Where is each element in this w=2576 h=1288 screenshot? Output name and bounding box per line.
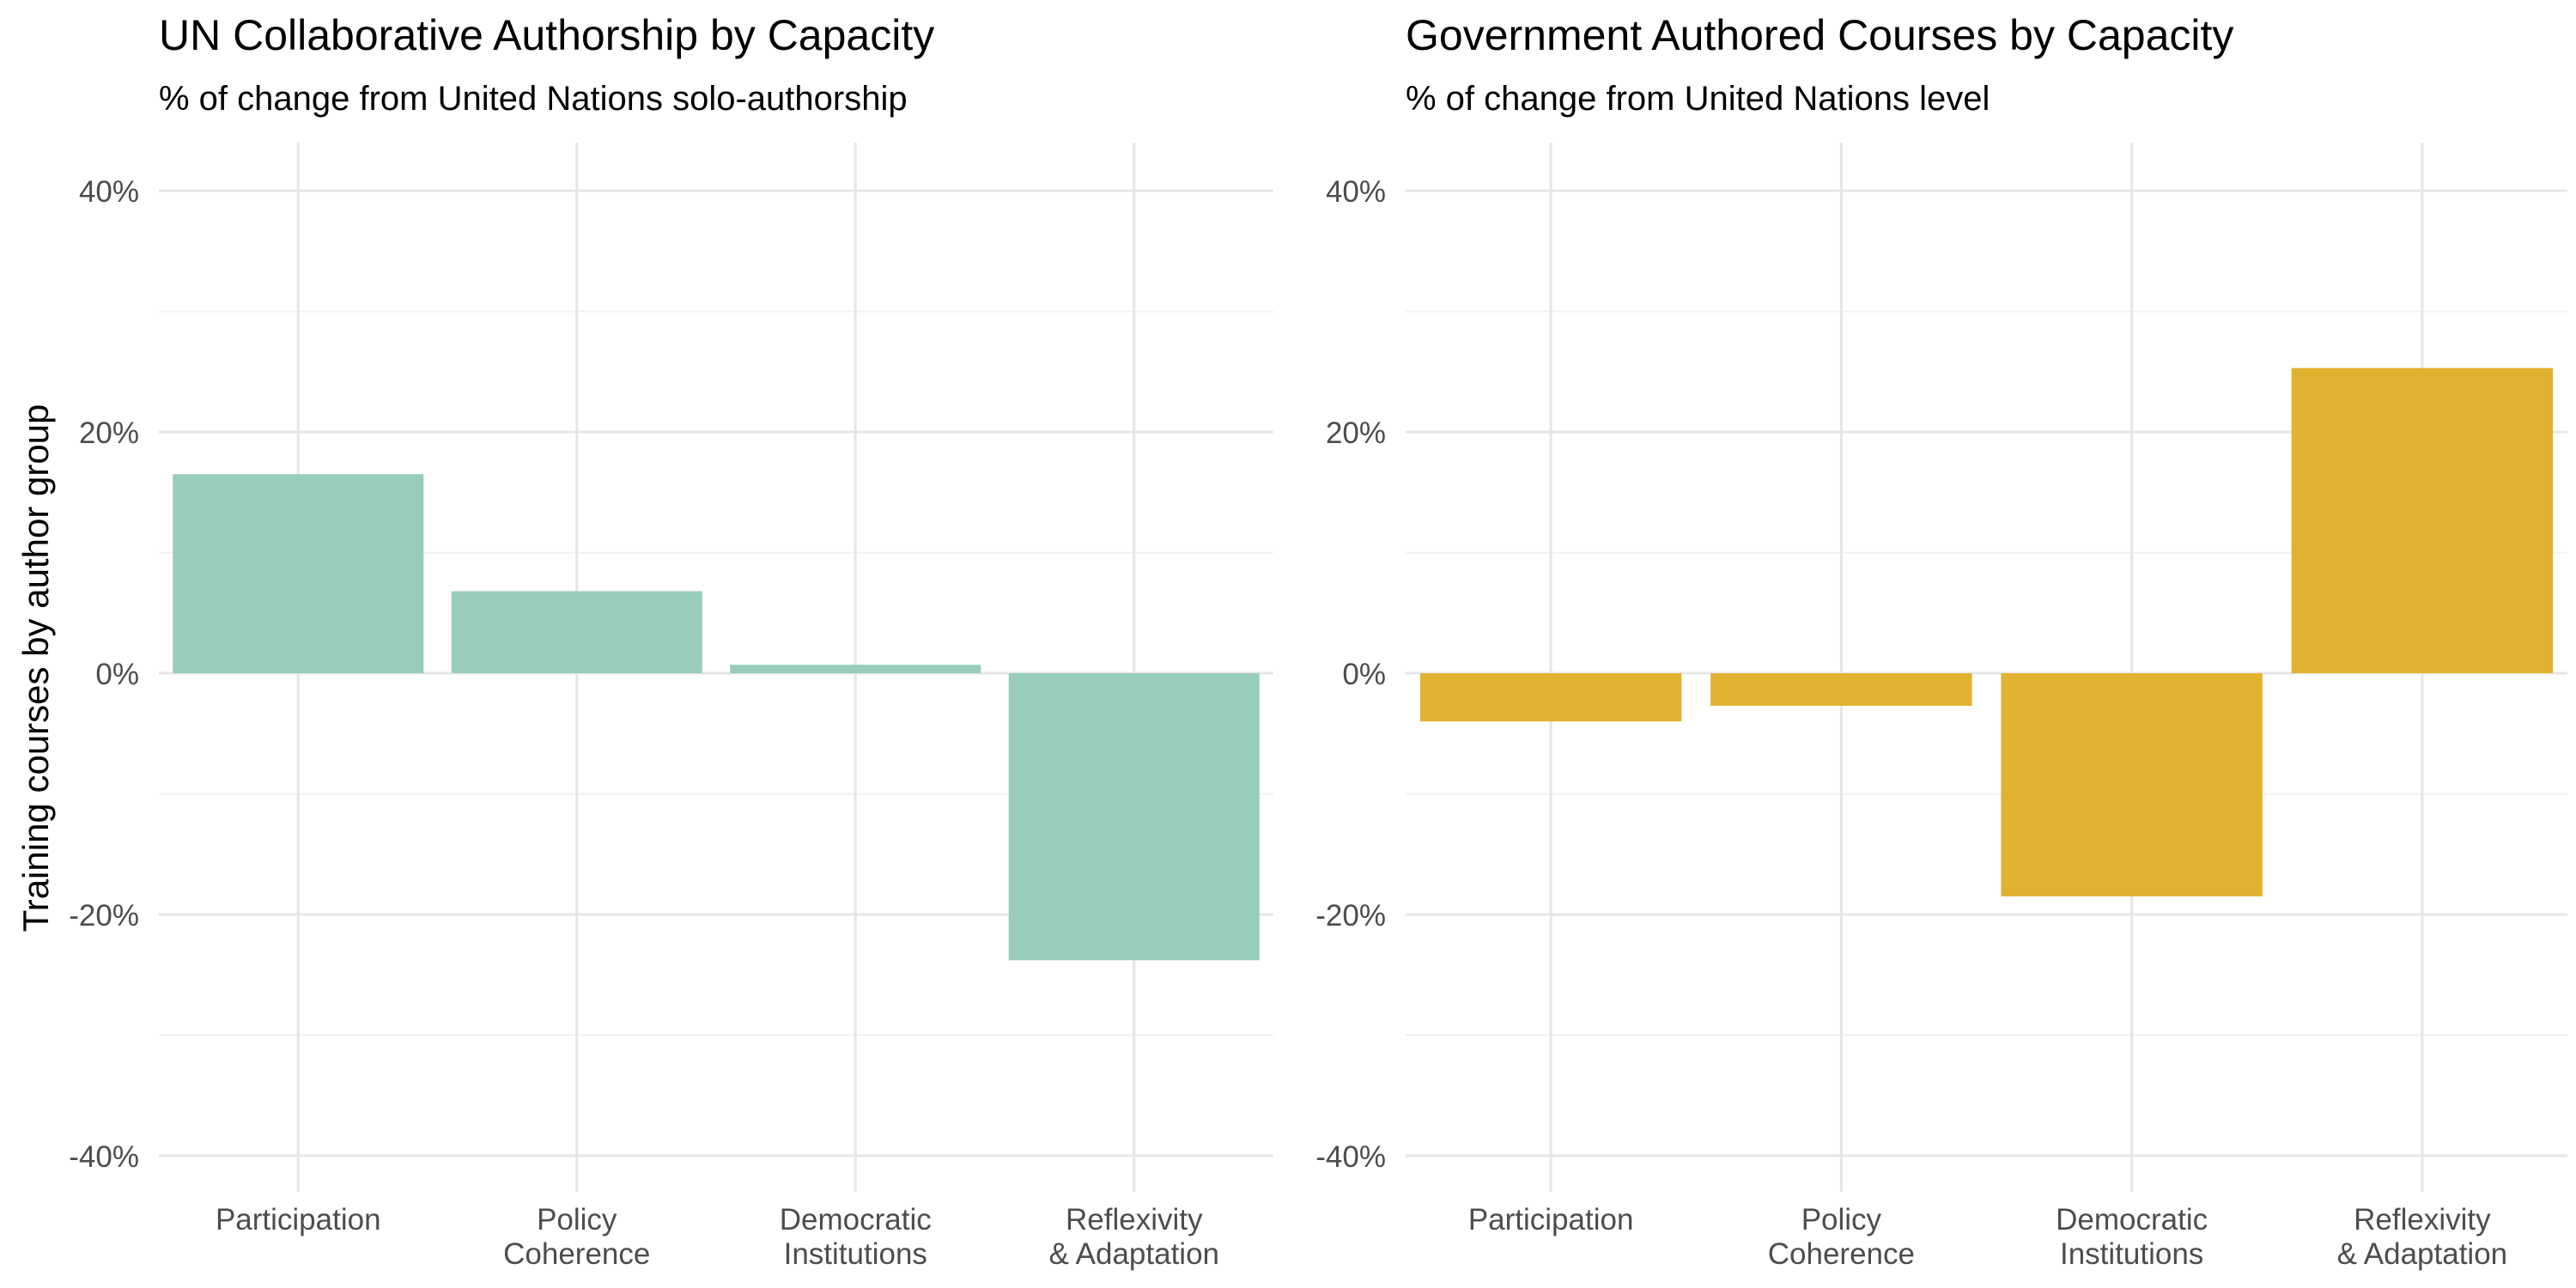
y-tick-label: -40%: [69, 1140, 139, 1174]
bar: [2291, 368, 2554, 674]
y-tick-label: 20%: [79, 416, 139, 450]
bar: [1419, 673, 1682, 722]
panel-government-authored: Government Authored Courses by Capacity …: [1315, 11, 2567, 1271]
panel-1-plot-area: -40% -20% 0% 20% 40% Participation Policy Coher…: [69, 143, 1273, 1271]
x-tick-label: Reflexivity & Adaptation: [1049, 1203, 1220, 1271]
shared-y-axis-label: Training courses by author group: [15, 404, 56, 933]
y-tick-label: -40%: [1315, 1140, 1386, 1174]
x-tick-label: Democratic Institutions: [2056, 1203, 2208, 1271]
bar: [451, 591, 702, 674]
y-tick-label: 40%: [79, 175, 139, 209]
y-tick-label: -20%: [69, 899, 139, 933]
bar: [1710, 673, 1972, 706]
panel-2-title: Government Authored Courses by Capacity: [1406, 11, 2233, 59]
x-tick-label: Policy Coherence: [503, 1203, 650, 1271]
x-tick-label: Policy Coherence: [1768, 1203, 1915, 1271]
bar: [173, 474, 424, 674]
panel-2-subtitle: % of change from United Nations level: [1406, 80, 1990, 118]
panel-2-plot-area: -40% -20% 0% 20% 40% Participation Policy Coher…: [1315, 143, 2567, 1271]
x-tick-label: Reflexivity & Adaptation: [2337, 1203, 2508, 1271]
bar: [1008, 673, 1260, 961]
y-tick-label: 40%: [1326, 175, 1386, 209]
x-tick-label: Democratic Institutions: [780, 1203, 932, 1271]
panel-un-collaborative: UN Collaborative Authorship by Capacity …: [69, 11, 1273, 1271]
y-tick-label: 0%: [95, 658, 139, 691]
panel-1-subtitle: % of change from United Nations solo-aut…: [159, 80, 908, 118]
y-tick-label: 0%: [1342, 658, 1386, 691]
y-tick-label: -20%: [1315, 899, 1386, 933]
x-tick-label: Participation: [1468, 1203, 1634, 1236]
bar: [730, 665, 981, 674]
y-tick-label: 20%: [1326, 416, 1386, 450]
panel-1-title: UN Collaborative Authorship by Capacity: [159, 11, 934, 59]
x-tick-label: Participation: [216, 1203, 381, 1236]
bar: [2001, 673, 2263, 896]
